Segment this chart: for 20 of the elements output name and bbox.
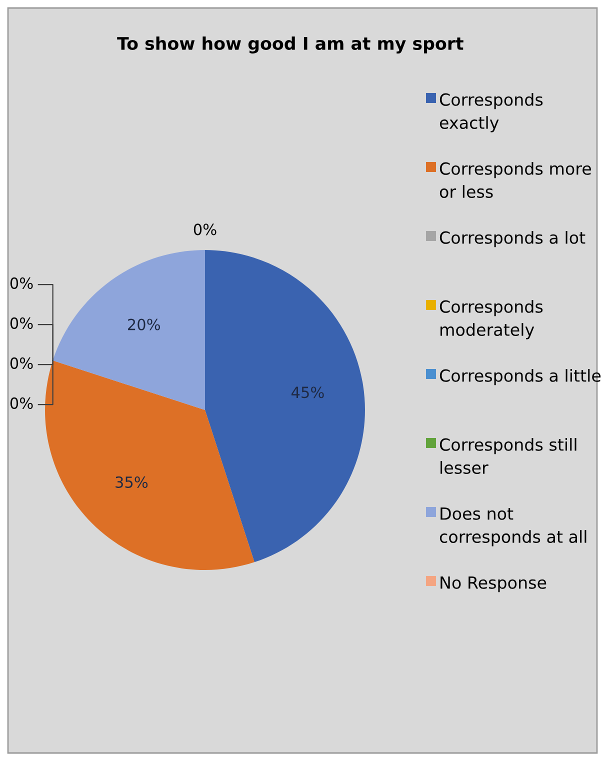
pie-slice [52, 250, 205, 410]
data-label: 35% [116, 476, 148, 488]
text: 0% [10, 357, 33, 369]
legend-label: No Response [440, 576, 546, 592]
chart-title: To show how good I am at my sport [117, 36, 464, 54]
pie-slice [45, 360, 254, 570]
data-label: 20% [128, 318, 160, 330]
legend-label: Corresponds a little [440, 369, 601, 386]
legend-label: Corresponds a lot [440, 231, 586, 248]
legend-label: Corresponds exactly [440, 93, 543, 132]
data-label: 45% [291, 386, 324, 398]
legend-label: Does not corresponds at all [440, 508, 586, 546]
text: 0% [194, 224, 216, 236]
text: 0% [10, 397, 33, 409]
legend-label: Corresponds still lesser [440, 438, 576, 474]
text: 0% [10, 277, 33, 289]
legend-label: Corresponds moderately [440, 300, 543, 340]
text: 0% [10, 317, 33, 329]
legend-label: Corresponds more or less [440, 162, 591, 198]
pie-slice [205, 250, 365, 562]
